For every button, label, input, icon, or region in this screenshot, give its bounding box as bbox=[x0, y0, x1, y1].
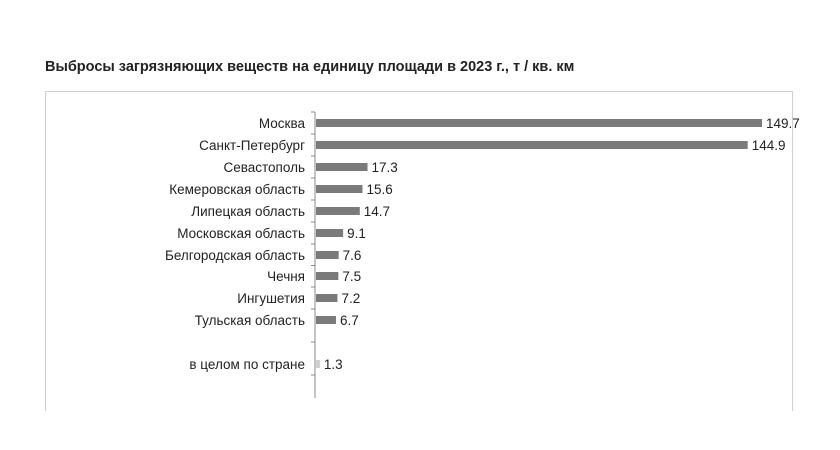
category-label: Кемеровская область bbox=[169, 182, 305, 197]
bar-кемеровская-область bbox=[316, 185, 363, 193]
category-label: Чечня bbox=[267, 269, 305, 284]
bar-московская-область bbox=[316, 229, 344, 237]
value-label: 9.1 bbox=[347, 226, 366, 241]
value-label: 14.7 bbox=[364, 204, 390, 219]
bar-севастополь bbox=[316, 163, 368, 171]
category-label: Белгородская область bbox=[165, 248, 305, 263]
value-label: 7.5 bbox=[342, 269, 361, 284]
category-label: Ингушетия bbox=[237, 291, 305, 306]
category-label: Московская область bbox=[177, 226, 305, 241]
bar-санкт-петербург bbox=[316, 141, 748, 149]
bar-ингушетия bbox=[316, 294, 338, 302]
value-label: 1.3 bbox=[324, 357, 343, 372]
plot-frame bbox=[45, 91, 793, 411]
value-label: 7.2 bbox=[341, 291, 360, 306]
chart-title: Выбросы загрязняющих веществ на единицу … bbox=[45, 59, 575, 75]
category-label: Тульская область bbox=[195, 313, 305, 328]
value-label: 149.7 bbox=[766, 116, 800, 131]
category-label: Санкт-Петербург bbox=[199, 138, 305, 153]
bar-белгородская-область bbox=[316, 251, 339, 259]
bar-в-целом-по-стране bbox=[316, 360, 320, 368]
value-label: 6.7 bbox=[340, 313, 359, 328]
bar-тульская-область bbox=[316, 316, 336, 324]
value-label: 15.6 bbox=[366, 182, 392, 197]
category-label: Липецкая область bbox=[191, 204, 305, 219]
value-label: 17.3 bbox=[372, 160, 398, 175]
bar-липецкая-область bbox=[316, 207, 360, 215]
value-label: 7.6 bbox=[343, 248, 362, 263]
category-label: Москва bbox=[259, 116, 306, 131]
value-label: 144.9 bbox=[752, 138, 786, 153]
bar-чечня bbox=[316, 272, 339, 280]
category-label: Севастополь bbox=[223, 160, 305, 175]
category-label: в целом по стране bbox=[189, 357, 305, 372]
bar-москва bbox=[316, 119, 762, 127]
